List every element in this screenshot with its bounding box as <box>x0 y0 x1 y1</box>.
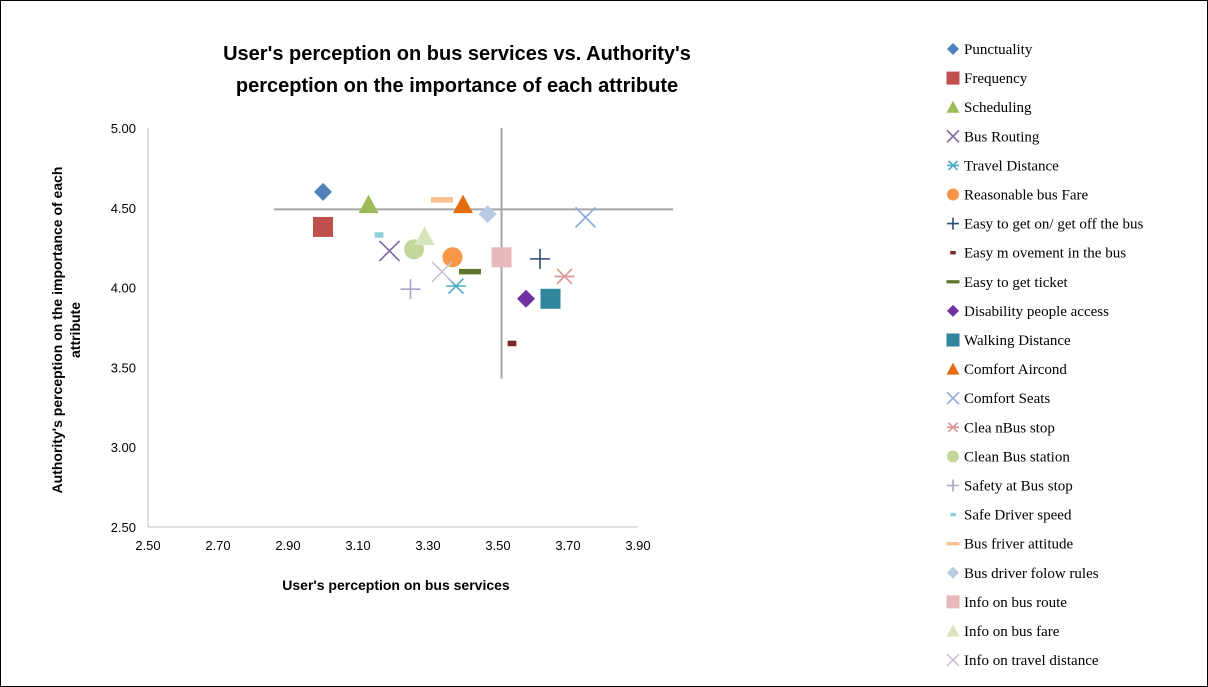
legend-label: Punctuality <box>964 42 1033 58</box>
legend-label: Info on bus route <box>964 595 1067 611</box>
legend-label: Info on bus fare <box>964 624 1060 640</box>
data-point <box>431 261 453 283</box>
chart-title-line-2: perception on the importance of each att… <box>236 75 678 97</box>
legend-label: Easy to get ticket <box>964 275 1069 291</box>
data-point <box>313 216 333 237</box>
x-tick-label: 2.50 <box>135 538 160 553</box>
x-tick-label: 3.70 <box>555 538 580 553</box>
y-tick-label: 4.50 <box>111 201 136 216</box>
legend-label: Scheduling <box>964 100 1032 116</box>
y-tick-label: 2.50 <box>111 520 136 535</box>
legend-marker <box>950 250 956 255</box>
plot-axes <box>147 128 638 528</box>
legend-marker <box>947 450 959 463</box>
x-tick-label: 2.90 <box>275 538 300 553</box>
legend-marker <box>947 160 959 171</box>
y-tick-labels: 2.50 3.00 3.50 4.00 4.50 5.00 <box>111 121 136 535</box>
data-point <box>459 268 481 275</box>
legend-marker <box>946 624 960 637</box>
data-point <box>446 277 466 295</box>
legend-marker <box>946 100 960 113</box>
data-point <box>540 288 561 309</box>
legend-marker <box>946 362 960 375</box>
legend-label: Travel Distance <box>964 158 1059 174</box>
legend-label: Easy m ovement in the bus <box>964 246 1126 262</box>
data-point <box>517 289 535 308</box>
legend-marker <box>947 217 959 230</box>
data-point <box>378 240 401 262</box>
legend-marker <box>947 304 959 317</box>
reference-lines <box>274 128 673 379</box>
x-axis-title: User's perception on bus services <box>282 577 510 593</box>
legend-label: Clean Bus station <box>964 449 1070 465</box>
legend-label: Safety at Bus stop <box>964 479 1073 495</box>
y-axis-title-line-2: attribute <box>67 302 83 358</box>
y-axis-title: Authority's perception on the importance… <box>49 167 83 494</box>
legend-marker <box>946 653 960 667</box>
legend-label: Easy to get on/ get off the bus <box>964 217 1143 233</box>
data-point <box>478 205 497 224</box>
x-tick-label: 3.10 <box>345 538 370 553</box>
legend-marker <box>947 188 959 201</box>
data-point <box>574 206 597 228</box>
legend-label: Bus Routing <box>964 129 1040 145</box>
data-point <box>507 340 517 347</box>
legend: Punctuality Frequency Scheduling Bus Routin… <box>946 42 1143 669</box>
data-point <box>530 248 550 269</box>
legend-label: Info on travel distance <box>964 653 1099 669</box>
data-point <box>400 279 421 300</box>
legend-label: Reasonable bus Fare <box>964 188 1088 204</box>
legend-marker <box>947 566 959 579</box>
data-point <box>554 268 575 285</box>
legend-marker <box>946 595 960 609</box>
legend-label: Clea nBus stop <box>964 420 1055 436</box>
x-tick-label: 2.70 <box>205 538 230 553</box>
legend-marker <box>950 512 956 517</box>
y-axis-title-line-1: Authority's perception on the importance… <box>49 167 65 494</box>
data-point <box>414 226 435 246</box>
x-tick-label: 3.50 <box>485 538 510 553</box>
data-point <box>431 197 453 203</box>
chart-title-line-1: User's perception on bus services vs. Au… <box>223 43 691 65</box>
data-point <box>442 247 463 268</box>
data-point <box>453 194 473 214</box>
legend-label: Comfort Seats <box>964 391 1050 407</box>
legend-marker <box>947 422 959 433</box>
y-tick-label: 3.50 <box>111 360 136 375</box>
legend-label: Safe Driver speed <box>964 508 1072 524</box>
legend-label: Comfort Aircond <box>964 362 1067 378</box>
x-tick-label: 3.90 <box>625 538 650 553</box>
legend-marker <box>946 129 960 143</box>
legend-label: Walking Distance <box>964 333 1071 349</box>
x-tick-label: 3.30 <box>415 538 440 553</box>
data-point <box>374 232 384 238</box>
y-tick-label: 4.00 <box>111 281 136 296</box>
data-point <box>358 194 379 214</box>
y-tick-label: 5.00 <box>111 121 136 136</box>
data-points <box>313 182 597 347</box>
legend-marker <box>946 280 960 284</box>
x-tick-labels: 2.50 2.70 2.90 3.10 3.30 3.50 3.70 3.90 <box>135 538 650 553</box>
legend-label: Frequency <box>964 71 1028 87</box>
legend-marker <box>946 542 960 546</box>
data-point <box>491 247 512 268</box>
legend-label: Bus friver attitude <box>964 537 1073 553</box>
legend-marker <box>946 71 960 85</box>
legend-marker <box>946 391 960 405</box>
legend-marker <box>947 479 959 492</box>
legend-label: Disability people access <box>964 304 1109 320</box>
legend-label: Bus driver folow rules <box>964 566 1099 582</box>
legend-marker <box>946 333 960 347</box>
legend-marker <box>947 43 959 55</box>
data-point <box>314 182 332 201</box>
y-tick-label: 3.00 <box>111 440 136 455</box>
